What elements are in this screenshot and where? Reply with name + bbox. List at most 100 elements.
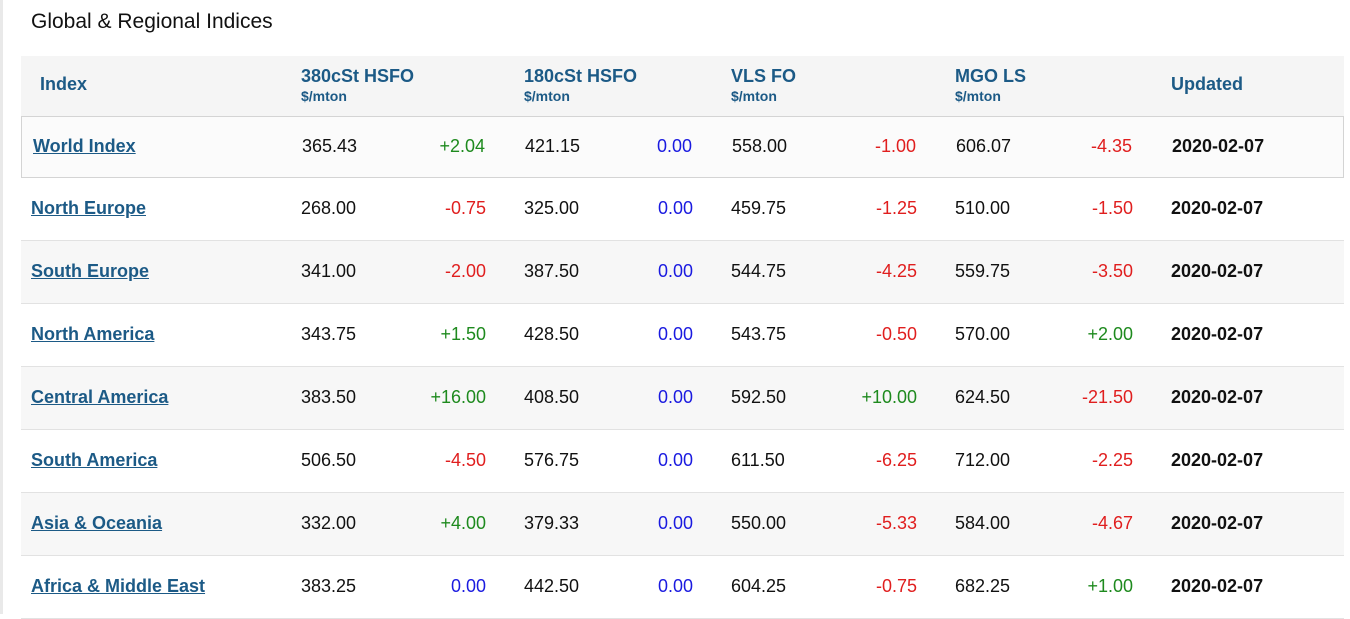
- hsfo380-change: +16.00: [430, 387, 486, 407]
- region-link[interactable]: North Europe: [31, 198, 146, 218]
- hsfo380-price: 383.50: [301, 387, 357, 407]
- hsfo380-change: -2.00: [444, 261, 486, 281]
- mgo-change: -2.25: [1091, 450, 1133, 470]
- hsfo180-price: 325.00: [524, 198, 580, 218]
- hsfo180-price: 576.75: [524, 450, 580, 470]
- updated-date: 2020-02-07: [1171, 513, 1264, 533]
- hsfo180-change: 0.00: [657, 198, 693, 218]
- region-link[interactable]: North America: [31, 324, 155, 344]
- vlsfo-change: -0.50: [875, 324, 917, 344]
- column-unit: $/mton: [524, 88, 570, 104]
- column-name: 180cSt HSFO: [524, 66, 638, 86]
- vlsfo-price: 543.75: [731, 324, 787, 344]
- hsfo380-price: 506.50: [301, 450, 357, 470]
- mgo-price: 606.07: [956, 136, 1012, 156]
- column-header-180cst-hsfo: 180cSt HSFO $/mton: [524, 66, 637, 104]
- region-link[interactable]: Asia & Oceania: [31, 513, 163, 533]
- table-row: North America 343.75 +1.50 428.50 0.00 543.75…: [21, 304, 1344, 367]
- hsfo380-price: 383.25: [301, 576, 357, 596]
- hsfo180-price: 442.50: [524, 576, 580, 596]
- hsfo180-change: 0.00: [657, 513, 693, 533]
- mgo-change: -3.50: [1091, 261, 1133, 281]
- hsfo380-price: 332.00: [301, 513, 357, 533]
- vlsfo-price: 558.00: [732, 136, 788, 156]
- mgo-change: -21.50: [1081, 387, 1133, 407]
- mgo-change: +2.00: [1087, 324, 1133, 344]
- hsfo180-change: 0.00: [657, 324, 693, 344]
- vlsfo-change: -4.25: [875, 261, 917, 281]
- hsfo380-price: 365.43: [302, 136, 358, 156]
- column-name: 380cSt HSFO: [301, 66, 415, 86]
- mgo-price: 559.75: [955, 261, 1011, 281]
- vlsfo-change: -1.25: [875, 198, 917, 218]
- column-header-380cst-hsfo: 380cSt HSFO $/mton: [301, 66, 414, 104]
- updated-date: 2020-02-07: [1171, 450, 1264, 470]
- hsfo180-change: 0.00: [656, 136, 692, 156]
- vlsfo-change: -1.00: [874, 136, 916, 156]
- updated-date: 2020-02-07: [1172, 136, 1265, 156]
- hsfo380-change: -4.50: [444, 450, 486, 470]
- vlsfo-change: +10.00: [861, 387, 917, 407]
- updated-date: 2020-02-07: [1171, 261, 1264, 281]
- column-unit: $/mton: [301, 88, 347, 104]
- table-row: Asia & Oceania 332.00 +4.00 379.33 0.00 550.0…: [21, 493, 1344, 556]
- hsfo180-price: 428.50: [524, 324, 580, 344]
- column-header-updated: Updated: [1171, 74, 1243, 94]
- vlsfo-change: -5.33: [875, 513, 917, 533]
- table-row: North Europe 268.00 -0.75 325.00 0.00 459.75 -…: [21, 178, 1344, 241]
- hsfo380-price: 268.00: [301, 198, 357, 218]
- hsfo380-change: +4.00: [440, 513, 486, 533]
- hsfo380-change: 0.00: [450, 576, 486, 596]
- hsfo180-price: 387.50: [524, 261, 580, 281]
- hsfo180-price: 379.33: [524, 513, 580, 533]
- region-link[interactable]: South Europe: [31, 261, 149, 281]
- vlsfo-price: 544.75: [731, 261, 787, 281]
- column-header-vls-fo: VLS FO $/mton: [731, 66, 796, 104]
- table-row: Central America 383.50 +16.00 408.50 0.00 592…: [21, 367, 1344, 430]
- mgo-price: 510.00: [955, 198, 1011, 218]
- vlsfo-price: 611.50: [731, 450, 785, 470]
- region-link[interactable]: Africa & Middle East: [31, 576, 206, 596]
- mgo-price: 682.25: [955, 576, 1011, 596]
- column-name: MGO LS: [955, 66, 1026, 86]
- column-name: VLS FO: [731, 66, 797, 86]
- hsfo380-change: +1.50: [440, 324, 486, 344]
- vlsfo-change: -6.25: [875, 450, 917, 470]
- mgo-price: 624.50: [955, 387, 1011, 407]
- hsfo180-price: 421.15: [525, 136, 581, 156]
- table-row: South Europe 341.00 -2.00 387.50 0.00 544.75 -…: [21, 241, 1344, 304]
- mgo-change: -1.50: [1091, 198, 1133, 218]
- column-unit: $/mton: [731, 88, 777, 104]
- mgo-price: 712.00: [955, 450, 1011, 470]
- mgo-change: -4.35: [1090, 136, 1132, 156]
- table-row: World Index 365.43 +2.04 421.15 0.00 558.00 -1…: [21, 116, 1344, 178]
- updated-date: 2020-02-07: [1171, 324, 1264, 344]
- hsfo180-price: 408.50: [524, 387, 580, 407]
- table-header: Index 380cSt HSFO $/mton 180cSt HSFO $/m…: [21, 56, 1344, 116]
- left-border: [0, 0, 3, 614]
- table-row: Africa & Middle East 383.25 0.00 442.50 0.00…: [21, 556, 1344, 619]
- hsfo180-change: 0.00: [657, 261, 693, 281]
- mgo-change: +1.00: [1087, 576, 1133, 596]
- mgo-price: 584.00: [955, 513, 1011, 533]
- hsfo180-change: 0.00: [657, 576, 693, 596]
- column-header-mgo-ls: MGO LS $/mton: [955, 66, 1026, 104]
- updated-date: 2020-02-07: [1171, 387, 1264, 407]
- vlsfo-change: -0.75: [875, 576, 917, 596]
- vlsfo-price: 459.75: [731, 198, 787, 218]
- column-unit: $/mton: [955, 88, 1001, 104]
- region-link[interactable]: Central America: [31, 387, 169, 407]
- hsfo180-change: 0.00: [657, 450, 693, 470]
- updated-date: 2020-02-07: [1171, 576, 1264, 596]
- hsfo180-change: 0.00: [657, 387, 693, 407]
- hsfo380-price: 341.00: [301, 261, 357, 281]
- column-header-index: Index: [40, 74, 88, 94]
- region-link[interactable]: South America: [31, 450, 158, 470]
- table-row: South America 506.50 -4.50 576.75 0.00 611.50…: [21, 430, 1344, 493]
- mgo-change: -4.67: [1091, 513, 1133, 533]
- region-link[interactable]: World Index: [33, 136, 136, 156]
- section-title: Global & Regional Indices: [31, 10, 273, 33]
- hsfo380-price: 343.75: [301, 324, 357, 344]
- vlsfo-price: 592.50: [731, 387, 787, 407]
- table-body: World Index 365.43 +2.04 421.15 0.00 558.00 -1…: [21, 116, 1344, 619]
